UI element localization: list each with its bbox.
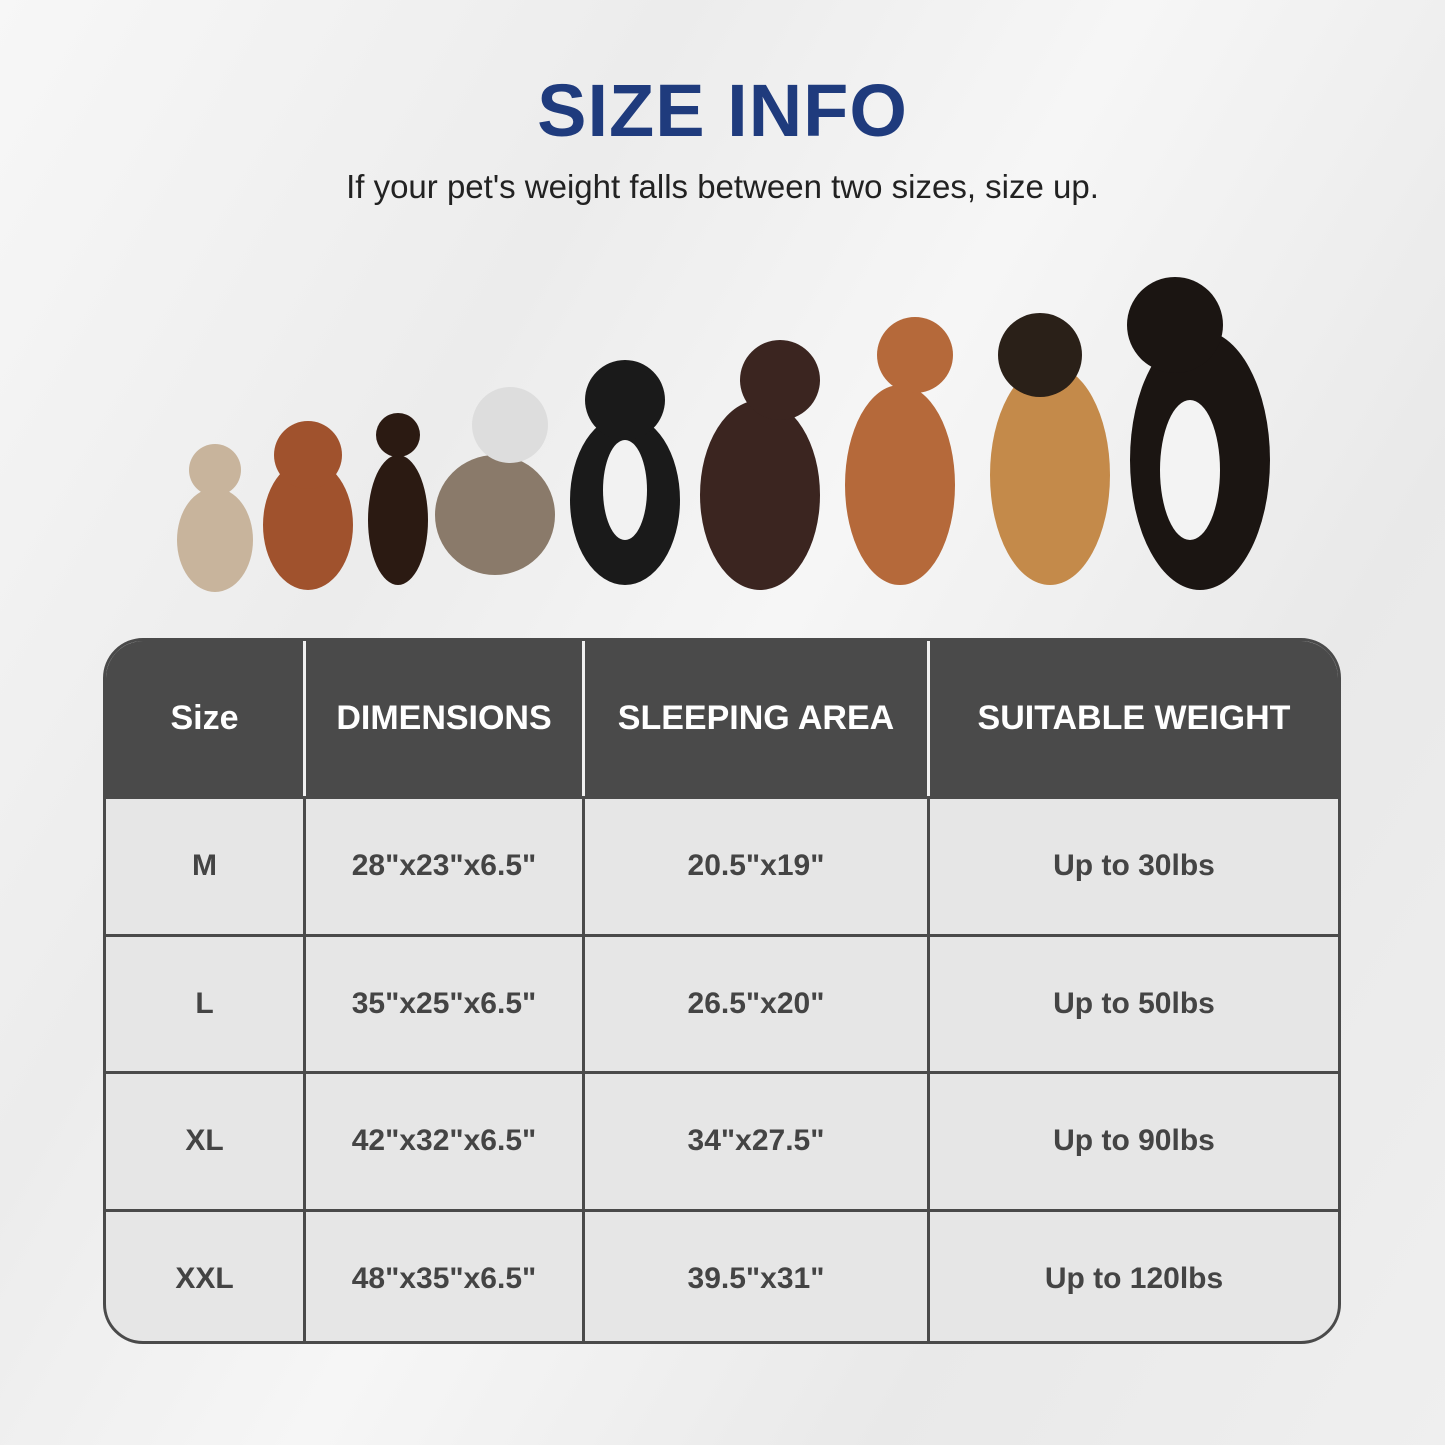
cell-weight: Up to 50lbs xyxy=(1053,986,1215,1020)
cell-dimensions: 48"x35"x6.5" xyxy=(306,1211,585,1341)
cell-weight: Up to 30lbs xyxy=(1053,849,1215,883)
cell-sleeping-area: 26.5"x20" xyxy=(585,936,930,1071)
dog-miniature-pinscher xyxy=(368,413,428,585)
dogs-image xyxy=(177,277,1270,592)
cell-dimensions: 28"x23"x6.5" xyxy=(306,799,585,934)
table-row: L 35"x25"x6.5" 26.5"x20" Up to 50lbs xyxy=(106,933,1338,1071)
header-suitable-weight: SUITABLE WEIGHT xyxy=(977,699,1291,737)
cell-size: XL xyxy=(106,1074,306,1209)
cell-sleeping-area: 20.5"x19" xyxy=(585,799,930,934)
cell-weight: Up to 90lbs xyxy=(1053,1124,1215,1158)
dog-vizsla xyxy=(845,317,955,585)
header-dimensions: DIMENSIONS xyxy=(306,641,585,796)
dog-labrador xyxy=(700,340,820,590)
header-sleeping-area: SLEEPING AREA xyxy=(585,641,930,796)
cell-sleeping-area: 34"x27.5" xyxy=(585,1074,930,1209)
subtitle: If your pet's weight falls between two s… xyxy=(346,168,1099,205)
cell-dimensions: 35"x25"x6.5" xyxy=(306,936,585,1071)
page-title: SIZE INFO xyxy=(537,69,908,152)
dog-french-bulldog xyxy=(177,444,253,592)
cell-sleeping-area: 39.5"x31" xyxy=(585,1211,930,1341)
table-header-row: Size DIMENSIONS SLEEPING AREA SUITABLE W… xyxy=(106,641,1338,796)
header-size: Size xyxy=(106,641,306,796)
dog-bulldog xyxy=(435,387,555,575)
table-row: XL 42"x32"x6.5" 34"x27.5" Up to 90lbs xyxy=(106,1071,1338,1209)
cell-weight: Up to 120lbs xyxy=(1044,1261,1224,1295)
table-row: M 28"x23"x6.5" 20.5"x19" Up to 30lbs xyxy=(106,796,1338,934)
cell-size: M xyxy=(106,799,306,934)
dog-border-collie xyxy=(570,360,680,585)
dog-bernese xyxy=(1127,277,1270,590)
dog-german-shepherd xyxy=(990,313,1110,585)
dog-cavalier xyxy=(263,421,353,590)
cell-size: L xyxy=(106,936,306,1071)
size-table: Size DIMENSIONS SLEEPING AREA SUITABLE W… xyxy=(103,638,1341,1344)
table-row: XXL 48"x35"x6.5" 39.5"x31" Up to 120lbs xyxy=(106,1208,1338,1341)
cell-dimensions: 42"x32"x6.5" xyxy=(306,1074,585,1209)
cell-size: XXL xyxy=(106,1211,306,1341)
